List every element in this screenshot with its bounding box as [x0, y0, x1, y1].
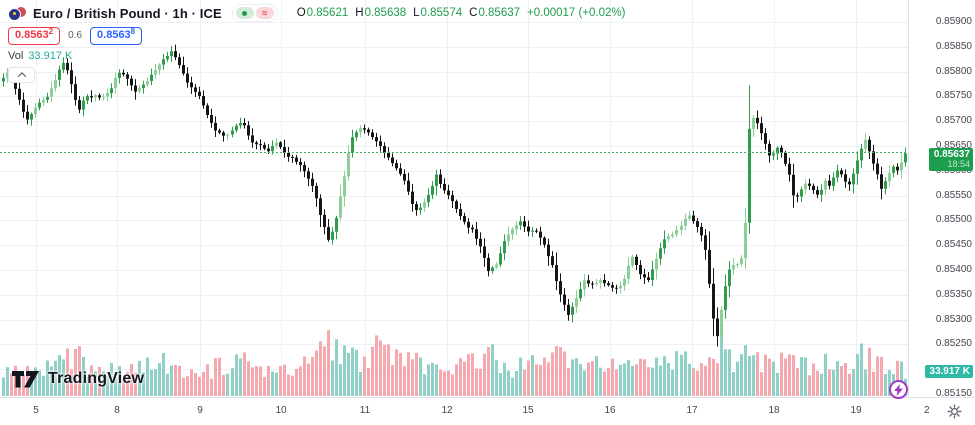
chart-legend: Euro / British Pound · 1h · ICE ≈ O 0.856… — [8, 4, 625, 83]
time-tick-label: 5 — [33, 405, 39, 416]
price-tick-label: 0.85650 — [935, 140, 972, 151]
time-tick-label: 10 — [275, 405, 287, 416]
current-price-label: 0.85637 18:54 — [929, 148, 973, 171]
close-value: 0.85637 — [478, 7, 521, 19]
time-tick-label: 16 — [604, 405, 616, 416]
ask-price-sup: 8 — [130, 26, 136, 36]
gear-icon — [946, 403, 962, 419]
time-tick-label: 17 — [686, 405, 698, 416]
tradingview-brand-text: TradingView — [48, 370, 145, 387]
tradingview-logo-icon — [12, 370, 39, 387]
volume-value: 33.917 K — [28, 49, 73, 62]
spread-value: 0.6 — [68, 30, 83, 41]
volume-legend[interactable]: Vol 33.917 K — [8, 49, 625, 62]
price-tick-label: 0.85900 — [935, 16, 972, 27]
symbol-title[interactable]: Euro / British Pound · 1h · ICE — [33, 5, 222, 21]
ask-price: 0.8563 — [97, 28, 131, 41]
time-tick-label: 9 — [197, 405, 203, 416]
price-tick-label: 0.85550 — [935, 189, 972, 201]
low-value: 0.85574 — [420, 7, 463, 19]
bid-price: 0.8563 — [15, 28, 49, 41]
bid-price-sup: 2 — [48, 26, 54, 36]
buy-ask-button[interactable]: 0.8563 8 — [90, 26, 143, 45]
chevron-up-icon — [17, 72, 26, 81]
open-value: 0.85621 — [306, 7, 349, 19]
time-tick-label-partial: 2 — [924, 405, 930, 416]
axis-settings-button[interactable] — [945, 402, 963, 420]
current-price-value: 0.85637 — [933, 149, 970, 160]
time-axis[interactable]: 2 5 8 9 10 11 12 15 16 17 18 19 — [0, 397, 975, 425]
candlestick-chart[interactable] — [0, 0, 908, 397]
close-key: C — [469, 7, 478, 19]
price-tick-label: 0.85250 — [935, 338, 972, 350]
ohlc-values: O 0.85621 H 0.85638 L 0.85574 C 0.85637 +0.0… — [290, 7, 626, 19]
open-key: O — [296, 7, 306, 19]
high-value: 0.85638 — [364, 7, 407, 19]
price-tick-label: 0.85450 — [935, 239, 972, 251]
price-tick-label: 0.85750 — [935, 90, 972, 102]
chart-region[interactable]: Euro / British Pound · 1h · ICE ≈ O 0.856… — [0, 0, 908, 399]
time-tick-label: 15 — [522, 405, 534, 416]
volume-bars — [2, 330, 907, 396]
time-tick-label: 11 — [359, 405, 371, 416]
tradingview-attribution[interactable]: TradingView — [12, 370, 144, 388]
price-tick-label: 0.85400 — [935, 264, 972, 275]
low-key: L — [413, 7, 420, 19]
price-tick-label: 0.85500 — [935, 214, 972, 226]
price-tick-label: 0.85350 — [935, 288, 972, 300]
price-tick-label: 0.85700 — [935, 115, 972, 127]
collapse-legend-button[interactable] — [8, 67, 35, 83]
time-tick-label: 18 — [768, 405, 780, 416]
time-tick-label: 12 — [441, 405, 453, 416]
time-tick-label: 19 — [850, 405, 862, 416]
volume-axis-label: 33.917 K — [925, 365, 973, 378]
delayed-data-icon: ≈ — [255, 7, 274, 19]
lightning-button[interactable] — [889, 380, 908, 399]
market-status-badge[interactable]: ≈ — [231, 4, 278, 22]
price-tick-label: 0.85150 — [935, 388, 972, 399]
grid-lines — [0, 0, 908, 397]
market-open-icon — [235, 7, 254, 19]
time-tick-label: 8 — [114, 405, 120, 416]
price-axis[interactable]: 0.85637 18:54 33.917 K 0.85900 0.85850 0.8… — [908, 0, 975, 399]
bar-countdown: 18:54 — [947, 159, 970, 169]
change-value: +0.00017 (+0.02%) — [527, 7, 626, 19]
price-tick-label: 0.85300 — [935, 313, 972, 325]
volume-key: Vol — [8, 49, 24, 62]
eurgbp-pair-icon — [8, 5, 27, 21]
price-tick-label: 0.85850 — [935, 40, 972, 52]
price-tick-label: 0.85800 — [935, 65, 972, 77]
sell-bid-button[interactable]: 0.8563 2 — [8, 26, 61, 45]
candles-series — [2, 44, 907, 347]
high-key: H — [355, 7, 364, 19]
lightning-bolt-icon — [894, 383, 903, 396]
